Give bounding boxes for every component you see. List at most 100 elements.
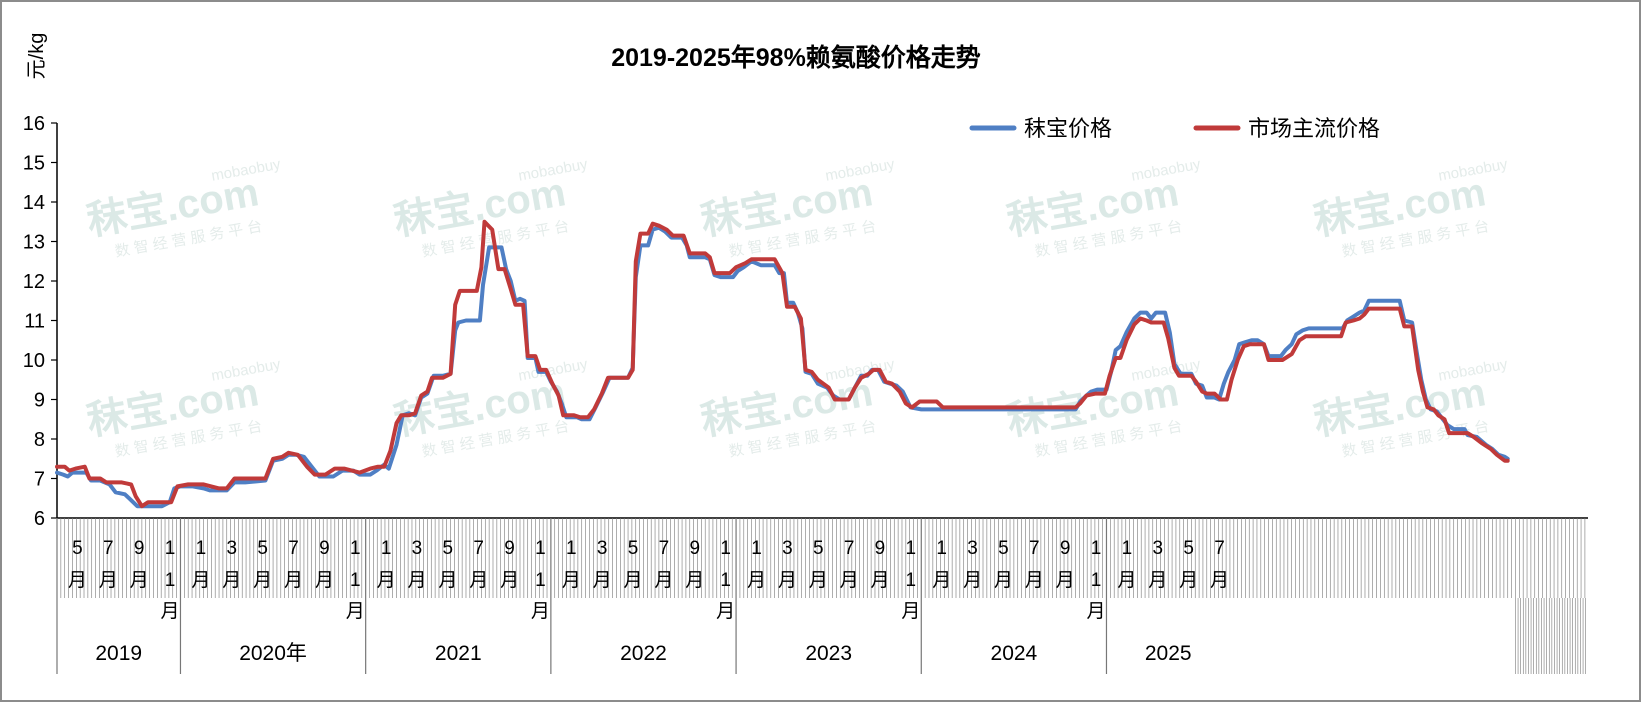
x-month-label: 1 (566, 538, 577, 559)
x-month-label: 1 (1122, 538, 1133, 559)
y-tick-label: 10 (23, 350, 45, 372)
x-month-label: 9 (875, 538, 886, 559)
y-tick-label: 12 (23, 271, 45, 293)
y-tick-label: 13 (23, 232, 45, 254)
x-month-label: 5 (72, 538, 83, 559)
x-month-label: 1 (720, 538, 731, 559)
x-month-label: 1 (535, 570, 546, 591)
x-month-label: 5 (443, 538, 454, 559)
x-month-label: 1 (381, 538, 392, 559)
x-month-label: 5 (628, 538, 639, 559)
x-month-label: 3 (782, 538, 793, 559)
x-month-label-unit: 月 (593, 570, 612, 591)
x-month-label: 1 (751, 538, 762, 559)
x-month-label-unit: 月 (624, 570, 643, 591)
x-month-label: 9 (1060, 538, 1071, 559)
x-month-label: 1 (350, 570, 361, 591)
x-month-label: 1 (1091, 538, 1102, 559)
x-year-label: 2024 (991, 642, 1038, 665)
x-month-label: 1 (936, 538, 947, 559)
x-month-unit-label: 月 (161, 601, 180, 622)
x-month-label-unit: 月 (222, 570, 241, 591)
x-month-label: 3 (412, 538, 423, 559)
x-month-label: 3 (597, 538, 608, 559)
x-month-label: 1 (906, 538, 917, 559)
x-month-label: 1 (1091, 570, 1102, 591)
x-month-unit-label: 月 (901, 601, 920, 622)
x-month-label-unit: 月 (99, 570, 118, 591)
x-month-label: 7 (288, 538, 299, 559)
legend: 秣宝价格 市场主流价格 (969, 116, 1380, 141)
x-month-label: 1 (350, 538, 361, 559)
x-month-label: 9 (319, 538, 330, 559)
x-month-label-unit: 月 (562, 570, 581, 591)
x-month-label-unit: 月 (500, 570, 519, 591)
x-month-label: 5 (1183, 538, 1194, 559)
chart-title: 2019-2025年98%赖氨酸价格走势 (611, 43, 981, 72)
x-month-label-unit: 月 (130, 570, 149, 591)
x-month-label-unit: 月 (469, 570, 488, 591)
y-tick-label: 8 (34, 429, 45, 451)
y-tick-label: 11 (24, 311, 45, 333)
y-tick-label: 6 (34, 508, 45, 530)
x-month-label-unit: 月 (1025, 570, 1044, 591)
x-month-label: 5 (813, 538, 824, 559)
x-month-label-unit: 月 (315, 570, 334, 591)
x-month-label-unit: 月 (191, 570, 210, 591)
x-month-label-unit: 月 (68, 570, 87, 591)
x-year-label: 2021 (435, 642, 482, 665)
x-month-label-unit: 月 (654, 570, 673, 591)
x-month-label-unit: 月 (377, 570, 396, 591)
x-month-label: 7 (103, 538, 114, 559)
x-month-label-unit: 月 (932, 570, 951, 591)
x-month-label-unit: 月 (809, 570, 828, 591)
x-month-unit-label: 月 (1087, 601, 1106, 622)
x-month-label-unit: 月 (840, 570, 859, 591)
x-month-label: 3 (967, 538, 978, 559)
x-month-label-unit: 月 (1179, 570, 1198, 591)
x-month-label-unit: 月 (284, 570, 303, 591)
x-month-label: 3 (1152, 538, 1163, 559)
x-month-unit-label: 月 (346, 601, 365, 622)
x-month-label-unit: 月 (685, 570, 704, 591)
series-layer (55, 219, 1510, 509)
x-year-label: 2019 (95, 642, 142, 665)
x-month-label-unit: 月 (1210, 570, 1229, 591)
x-month-label-unit: 月 (1056, 570, 1075, 591)
x-month-label-unit: 月 (747, 570, 766, 591)
y-tick-label: 16 (23, 113, 45, 135)
legend-label-2: 市场主流价格 (1248, 116, 1380, 141)
y-axis-label: 元/kg (26, 33, 48, 80)
x-month-label: 1 (906, 570, 917, 591)
x-month-label-unit: 月 (253, 570, 272, 591)
x-year-label: 2025 (1145, 642, 1192, 665)
x-month-label: 9 (134, 538, 145, 559)
x-month-label: 1 (535, 538, 546, 559)
x-month-label-unit: 月 (994, 570, 1013, 591)
x-month-label: 5 (257, 538, 268, 559)
x-month-label-unit: 月 (407, 570, 426, 591)
x-month-label: 5 (998, 538, 1009, 559)
x-month-label-unit: 月 (1148, 570, 1167, 591)
x-month-label: 1 (196, 538, 207, 559)
x-month-label-unit: 月 (870, 570, 889, 591)
series-line-2 (55, 219, 1510, 509)
x-year-label: 2020年 (239, 642, 307, 665)
x-year-label: 2023 (805, 642, 852, 665)
x-month-label-unit: 月 (778, 570, 797, 591)
x-month-label: 1 (165, 570, 176, 591)
x-month-label: 9 (504, 538, 515, 559)
x-month-unit-label: 月 (531, 601, 550, 622)
x-month-label: 3 (226, 538, 237, 559)
x-month-label: 7 (1029, 538, 1040, 559)
legend-label-1: 秣宝价格 (1024, 116, 1112, 141)
x-year-label: 2022 (620, 642, 667, 665)
x-month-label: 7 (659, 538, 670, 559)
x-month-label-unit: 月 (963, 570, 982, 591)
x-month-label: 1 (720, 570, 731, 591)
x-month-label: 1 (165, 538, 176, 559)
y-axis: 6 7 8 9 10 11 12 13 14 15 16 (23, 113, 58, 530)
x-month-label: 9 (689, 538, 700, 559)
x-month-label-unit: 月 (438, 570, 457, 591)
